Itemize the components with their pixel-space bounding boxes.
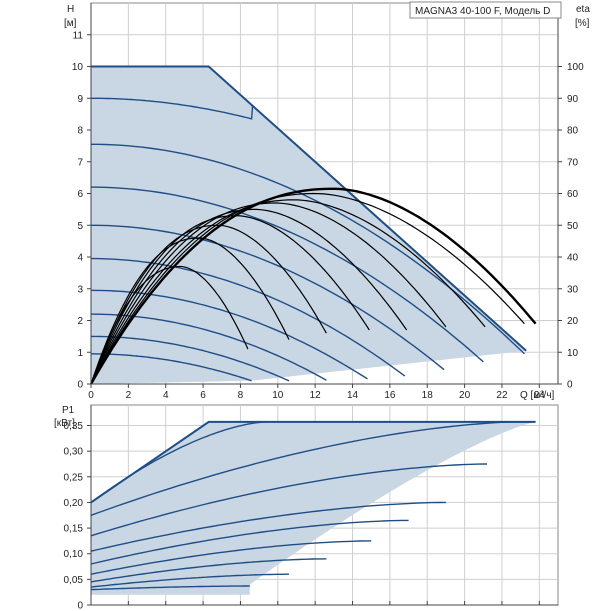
eta-y-tick-label: 80: [567, 126, 579, 137]
flow-x-tick-label: 12: [310, 390, 322, 401]
power-y-tick-label: 0,30: [64, 447, 84, 458]
head-curve: [91, 224, 445, 371]
power-curve: [90, 573, 289, 588]
eta-y-tick-label: 60: [567, 189, 579, 200]
eta-curve: [90, 237, 290, 385]
eta-axis-label-line2: [%]: [575, 18, 590, 29]
power-y-tick-label: 0,35: [64, 421, 84, 432]
head-axis-label-line2: [м]: [64, 18, 77, 29]
power-curve: [90, 421, 267, 503]
flow-x-tick-label: 16: [384, 390, 396, 401]
head-y-tick-label: 11: [73, 30, 84, 41]
power-curve: [90, 540, 372, 575]
head-y-tick-label: 9: [77, 94, 83, 105]
eta-curve: [90, 202, 447, 385]
flow-x-tick-label: 24: [534, 390, 546, 401]
head-y-tick-label: 3: [77, 284, 83, 295]
power-curve: [90, 421, 530, 516]
flow-x-tick-label: 2: [126, 390, 132, 401]
flow-axis-label: Q [м³/ч]: [520, 390, 555, 401]
head-curve: [91, 335, 290, 382]
head-axis-label-line1: H: [67, 4, 74, 15]
flow-x-tick-label: 4: [163, 390, 169, 401]
flow-x-tick-label: 10: [272, 390, 284, 401]
power-chart-axes: 0 0,05 0,10 0,15 0,20 0,25 0,30 0,35: [64, 405, 558, 611]
eta-y-tick-label: 40: [567, 253, 579, 264]
flow-x-tick-label: 20: [459, 390, 471, 401]
eta-envelope-curve: [89, 187, 537, 385]
power-area-polygon: [91, 421, 536, 595]
eta-curve: [90, 224, 327, 385]
power-axis-label-line1: P1: [62, 405, 75, 416]
title-box: [409, 1, 562, 19]
eta-y-tick-label: 20: [567, 316, 579, 327]
head-curve: [91, 257, 406, 377]
eta-curve: [90, 192, 525, 385]
eta-axis-label-line1: eta: [576, 4, 590, 15]
eta-y-tick-label: 70: [567, 157, 579, 168]
power-axis-label-line2: [кВт]: [54, 418, 75, 429]
power-curve: [90, 585, 250, 591]
eta-y-tick-label: 50: [567, 221, 579, 232]
power-curves: [90, 421, 530, 591]
eta-y-tick-label: 30: [567, 284, 579, 295]
power-curve: [90, 558, 327, 583]
head-y-tick-label: 5: [77, 221, 83, 232]
eta-y-tick-label: 0: [567, 380, 573, 391]
head-y-tick-label: 4: [77, 253, 83, 264]
power-y-tick-label: 0,20: [64, 498, 84, 509]
power-y-tick-label: 0,10: [64, 549, 84, 560]
head-y-tick-label: 0: [77, 380, 83, 391]
power-curve: [90, 501, 446, 552]
head-y-tick-label: 6: [77, 189, 83, 200]
power-operating-area: [90, 420, 536, 595]
flow-x-tick-label: 6: [200, 390, 206, 401]
head-curve: [91, 353, 252, 382]
head-y-tick-label: 10: [72, 62, 84, 73]
head-curve: [90, 186, 484, 363]
flow-x-tick-label: 0: [88, 390, 94, 401]
head-y-tick-label: 2: [77, 316, 83, 327]
flow-x-tick-label: 18: [422, 390, 434, 401]
power-curve: [90, 519, 409, 565]
eta-y-tick-label: 10: [567, 348, 579, 359]
head-y-tick-label: 7: [77, 157, 83, 168]
eta-y-tick-label: 90: [567, 94, 579, 105]
eta-y-tick-label: 100: [567, 62, 584, 73]
power-curve: [90, 463, 488, 537]
power-y-tick-label: 0,15: [64, 524, 84, 535]
power-y-tick-label: 0: [77, 601, 83, 611]
head-y-tick-label: 8: [77, 126, 83, 137]
power-y-tick-label: 0,05: [64, 575, 84, 586]
head-y-tick-label: 1: [77, 348, 83, 359]
chart-title: MAGNA3 40-100 F, Модель D: [415, 6, 550, 17]
power-y-tick-label: 0,25: [64, 472, 84, 483]
flow-x-tick-label: 14: [347, 390, 359, 401]
flow-x-tick-label: 8: [238, 390, 244, 401]
flow-x-tick-label: 22: [496, 390, 508, 401]
eta-curve: [90, 199, 486, 385]
head-curve: [91, 65, 211, 68]
efficiency-curves: [89, 187, 537, 385]
head-curve: [91, 97, 254, 120]
